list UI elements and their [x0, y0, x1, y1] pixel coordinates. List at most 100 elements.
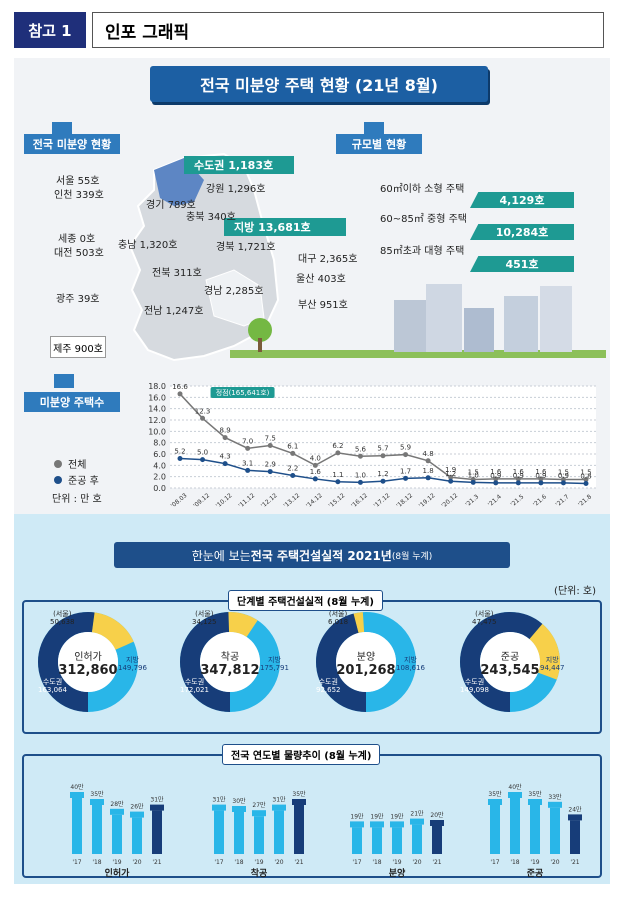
trend-value-label: 31만 [212, 796, 226, 804]
trend-bar-charts: 40만 '17 35만 '18 28만 '19 26만 '20 31만 '21 인허가 31만 '17 3… [70, 783, 582, 878]
x-tick-label: '20.12 [440, 492, 459, 510]
building-shape [504, 296, 538, 352]
data-point [312, 476, 318, 482]
data-label: 7.5 [265, 435, 276, 443]
x-tick-label: '18.12 [395, 492, 414, 510]
trend-year-label: '21 [294, 859, 303, 866]
data-point [267, 443, 273, 448]
trend-value-label: 31만 [272, 796, 286, 804]
building-icon [364, 122, 384, 136]
trend-value-label: 30만 [232, 797, 246, 805]
data-label: 1.1 [332, 471, 343, 479]
trend-value-label: 20만 [430, 811, 444, 819]
data-point [222, 435, 228, 441]
trend-bar [274, 810, 284, 854]
trend-bar-icon [70, 792, 84, 798]
trend-bar-icon [488, 799, 502, 805]
donut-center: 인허가 312,860 [58, 648, 118, 678]
donut-name: 준공 [500, 652, 520, 663]
data-point [403, 452, 409, 458]
x-tick-label: '21.4 [487, 493, 503, 508]
building-shape [540, 286, 572, 352]
legend-total: 전체 [54, 456, 86, 471]
donut-center: 준공 243,545 [480, 648, 540, 678]
plot-area [170, 386, 596, 488]
data-label: 16.6 [172, 383, 188, 391]
trend-bar-icon [370, 821, 384, 828]
trend-bar [234, 812, 244, 854]
trend-year-label: '18 [234, 859, 243, 866]
data-point [538, 476, 544, 482]
donut-seoul-label: (서울) 34,125 [192, 610, 217, 626]
trend-value-label: 26만 [130, 803, 144, 811]
data-label: 5.7 [377, 445, 388, 453]
trend-bar-icon [90, 799, 104, 805]
donut-capital-slice [316, 612, 416, 712]
y-tick-label: 2.0 [153, 473, 166, 482]
region-gyeonggi: 경기 789호 [146, 200, 196, 211]
trend-value-label: 19만 [370, 812, 384, 820]
donut-total: 312,860 [58, 663, 118, 678]
trend-value-label: 27만 [252, 801, 266, 809]
trend-bar-icon [390, 821, 404, 828]
data-label: 0.9 [513, 472, 524, 480]
peak-label: 정점(165,641호) [216, 388, 270, 397]
data-label: 3.1 [242, 459, 253, 467]
tree-icon [248, 318, 272, 342]
trend-bar [530, 805, 540, 854]
trend-year-label: '21 [570, 859, 579, 866]
donut-total: 347,812 [200, 663, 260, 678]
trend-value-label: 40만 [70, 783, 84, 791]
regional-tag: 전국 미분양 현황 [24, 134, 120, 154]
data-label: 4.3 [220, 453, 231, 461]
donut-capital-label: 수도권 163,064 [38, 678, 67, 694]
x-tick-label: '08.03 [170, 492, 189, 510]
data-point [312, 462, 318, 468]
data-point [493, 480, 499, 486]
trend-year-label: '20 [412, 859, 421, 866]
trend-year-label: '18 [510, 859, 519, 866]
korea-map [128, 152, 280, 362]
data-label: 0.9 [558, 472, 569, 480]
donut-capital-label: 수도권 149,098 [460, 678, 489, 694]
count-tag: 미분양 주택수 [24, 392, 120, 412]
trend-bar [510, 798, 520, 854]
data-label: 0.8 [580, 472, 591, 480]
local-band: 지방 13,681호 [224, 218, 346, 236]
construction-section: 한눈에 보는 전국 주택건설실적 2021년 (8월 누계) (단위: 호) 단… [14, 514, 610, 884]
trend-value-label: 31만 [150, 796, 164, 804]
y-tick-label: 18.0 [148, 382, 166, 391]
trend-year-label: '21 [432, 859, 441, 866]
trend-value-label: 35만 [528, 790, 542, 798]
trend-bar-icon [410, 818, 424, 825]
trend-bar [214, 810, 224, 854]
x-tick-label: '10.12 [215, 492, 234, 510]
data-label: 1.5 [468, 469, 479, 477]
data-label: 7.0 [242, 437, 253, 445]
trend-value-label: 24만 [568, 805, 582, 813]
data-label: 1.0 [468, 471, 479, 479]
region-sejong: 세종 0호 [58, 234, 96, 245]
data-point [425, 458, 431, 464]
trend-year-label: '21 [152, 859, 161, 866]
data-point [200, 415, 206, 421]
donut-hole [58, 632, 118, 692]
x-tick-label: '15.12 [327, 492, 346, 510]
data-label: 1.5 [580, 469, 591, 477]
legend-completed-text: 준공 후 [68, 476, 99, 487]
data-label: 1.0 [355, 471, 366, 479]
trend-bar-icon [508, 792, 522, 798]
trend-bar-icon [252, 810, 266, 817]
trend-group-name: 착공 [251, 867, 268, 878]
trend-bar [432, 826, 442, 854]
data-point [245, 445, 251, 451]
data-label: 6.1 [287, 442, 298, 450]
page-header: 참고 1 인포 그래픽 [14, 12, 604, 48]
y-tick-label: 8.0 [153, 439, 166, 448]
donut-seoul-label: (서울) 6,018 [328, 610, 349, 626]
legend-total-dot [54, 459, 62, 468]
x-tick-label: '17.12 [373, 492, 392, 510]
region-daegu: 대구 2,365호 [298, 254, 358, 265]
trend-year-label: '20 [274, 859, 283, 866]
donut-chart [316, 612, 416, 712]
